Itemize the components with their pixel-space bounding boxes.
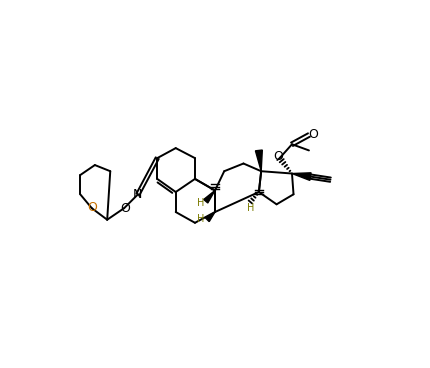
- Text: N: N: [132, 188, 142, 201]
- Text: H: H: [248, 203, 255, 213]
- Text: H: H: [197, 198, 204, 208]
- Polygon shape: [204, 191, 215, 203]
- Polygon shape: [255, 150, 262, 171]
- Text: O: O: [308, 128, 318, 141]
- Text: O: O: [273, 150, 283, 163]
- Polygon shape: [206, 212, 215, 222]
- Text: O: O: [120, 202, 130, 215]
- Polygon shape: [292, 173, 311, 180]
- Text: H: H: [197, 214, 205, 224]
- Text: O: O: [87, 201, 97, 214]
